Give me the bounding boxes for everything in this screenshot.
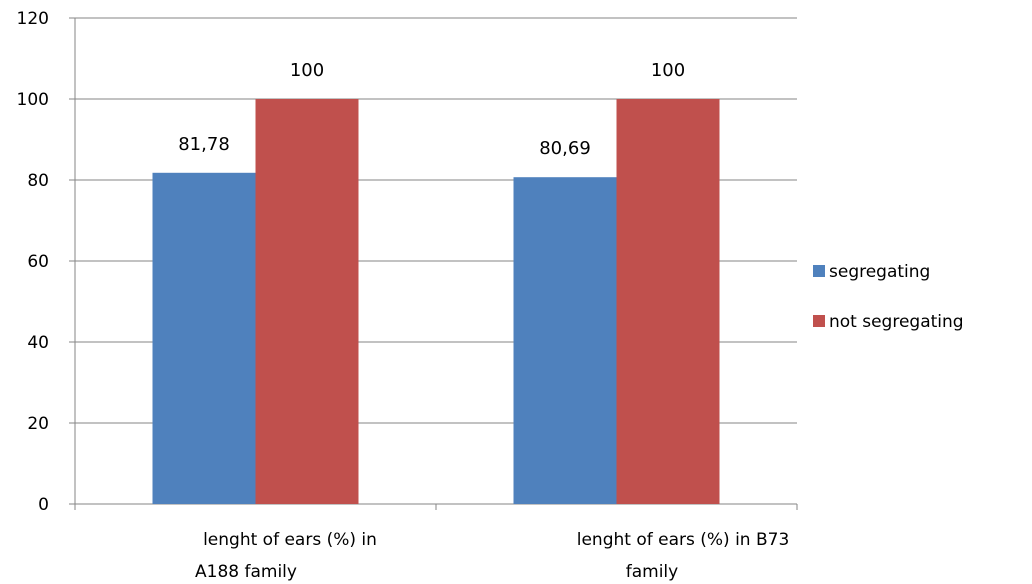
data-label: 100 [290,60,324,81]
bar-segregating-2 [513,177,617,504]
y-tick-label: 60 [27,252,49,272]
bars [152,99,720,504]
y-tick-label: 40 [27,333,49,353]
data-labels: 81,78 100 80,69 100 [178,60,685,159]
legend-label: not segregating [829,312,964,332]
data-label: 81,78 [178,134,230,155]
legend-swatch [813,265,825,277]
category-label: lenght of ears (%) in [203,530,377,550]
data-label: 80,69 [539,138,591,159]
y-tick-label: 100 [17,90,49,110]
legend-label: segregating [829,262,930,282]
y-tick-label: 80 [27,171,49,191]
y-tick-label: 120 [17,9,49,29]
category-label: family [626,562,678,582]
category-label: A188 family [195,562,297,582]
y-tick-label: 20 [27,414,49,434]
legend: segregating not segregating [813,262,964,332]
bar-segregating-1 [152,172,256,504]
bar-not-segregating-2 [616,99,720,504]
bar-not-segregating-1 [255,99,359,504]
data-label: 100 [651,60,685,81]
category-label: lenght of ears (%) in B73 [577,530,790,550]
y-tick-label: 0 [38,495,49,515]
category-labels: lenght of ears (%) in A188 family lenght o… [195,530,789,582]
legend-swatch [813,315,825,327]
